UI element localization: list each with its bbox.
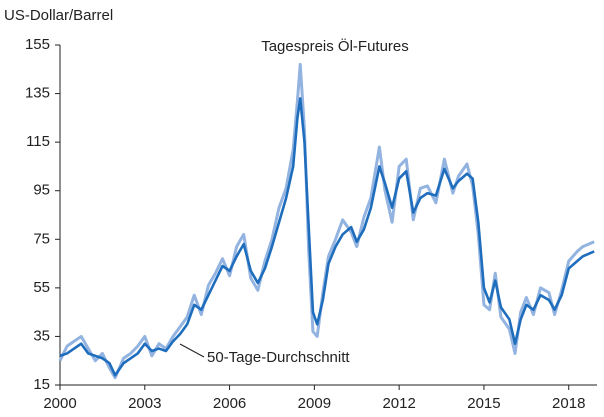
y-axis-label: US-Dollar/Barrel xyxy=(4,7,113,24)
x-tick-label: 2009 xyxy=(298,395,331,412)
x-tick-label: 2003 xyxy=(128,395,161,412)
x-tick-label: 2015 xyxy=(467,395,500,412)
leader-line xyxy=(179,343,205,358)
y-tick-label: 35 xyxy=(33,327,50,344)
y-tick-label: 135 xyxy=(25,85,50,102)
series-line xyxy=(59,97,595,377)
annotation: Tagespreis Öl-Futures xyxy=(261,37,409,55)
y-tick-label: 155 xyxy=(25,36,50,53)
y-tick-label: 55 xyxy=(33,279,50,296)
y-tick-label: 15 xyxy=(33,376,50,393)
annotation: 50-Tage-Durchschnitt xyxy=(207,349,350,366)
y-tick-label: 75 xyxy=(33,230,50,247)
series-line xyxy=(58,62,595,380)
y-tick-label: 115 xyxy=(26,133,50,150)
x-tick-label: 2018 xyxy=(552,395,585,412)
x-tick-label: 2006 xyxy=(213,395,246,412)
y-tick-label: 95 xyxy=(33,182,50,199)
x-tick-label: 2012 xyxy=(382,395,415,412)
x-tick-label: 2000 xyxy=(43,395,76,412)
